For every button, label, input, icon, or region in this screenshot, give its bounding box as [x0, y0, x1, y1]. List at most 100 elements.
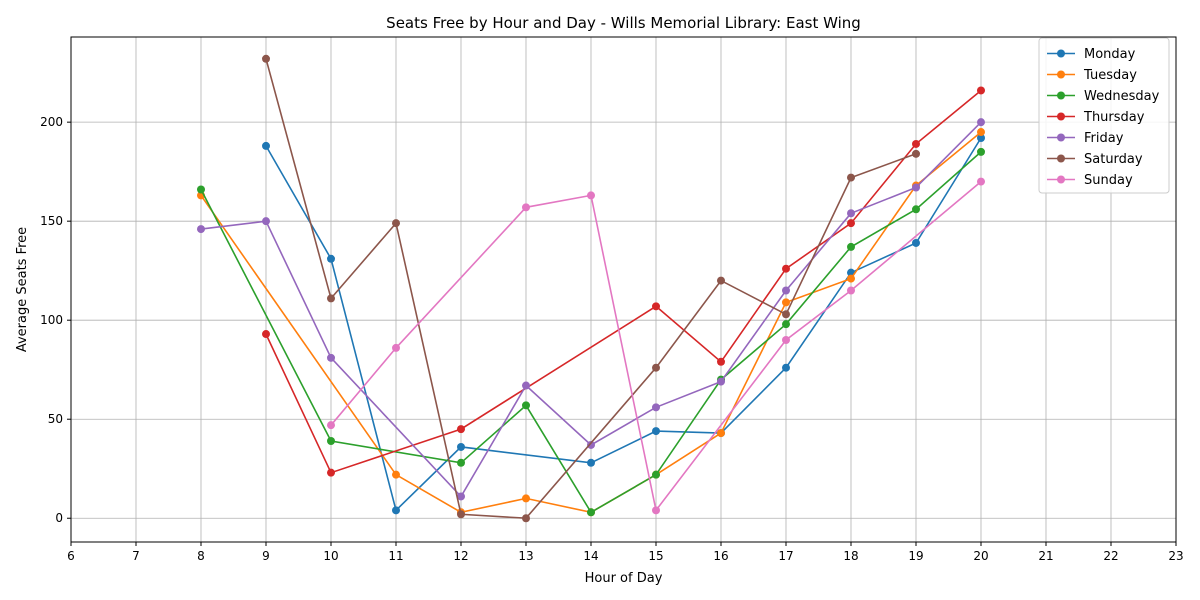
data-point-friday	[197, 225, 205, 234]
data-point-thursday	[327, 468, 335, 477]
series-layer	[197, 54, 985, 523]
legend-swatch-marker	[1057, 70, 1065, 79]
data-point-friday	[717, 377, 725, 386]
data-point-wednesday	[977, 147, 985, 156]
legend-item-sunday: Sunday	[1047, 173, 1133, 188]
data-point-saturday	[262, 54, 270, 63]
data-point-friday	[587, 440, 595, 449]
data-point-monday	[392, 506, 400, 515]
legend-label: Friday	[1084, 131, 1124, 146]
y-tick-label: 200	[40, 115, 63, 129]
data-point-monday	[262, 141, 270, 150]
data-point-tuesday	[392, 470, 400, 479]
data-point-saturday	[717, 276, 725, 285]
data-point-thursday	[717, 357, 725, 366]
x-tick-label: 20	[973, 549, 988, 563]
legend-label: Thursday	[1083, 110, 1145, 125]
data-point-saturday	[782, 310, 790, 319]
data-point-monday	[912, 238, 920, 247]
data-point-wednesday	[912, 205, 920, 214]
x-tick-label: 17	[778, 549, 793, 563]
data-point-monday	[977, 134, 985, 142]
legend-swatch-marker	[1057, 112, 1065, 121]
series-wednesday	[197, 147, 985, 517]
x-tick-label: 13	[518, 549, 533, 563]
data-point-saturday	[327, 294, 335, 303]
y-tick-label: 150	[40, 214, 63, 228]
data-point-wednesday	[522, 401, 530, 410]
x-tick-label: 19	[908, 549, 923, 563]
data-point-thursday	[652, 302, 660, 311]
data-point-friday	[652, 403, 660, 412]
data-point-saturday	[392, 219, 400, 228]
data-point-thursday	[457, 425, 465, 434]
series-line-saturday	[265, 58, 917, 520]
data-point-monday	[652, 427, 660, 436]
data-point-sunday	[977, 177, 985, 186]
y-tick-label: 50	[48, 412, 63, 426]
x-tick-label: 8	[197, 549, 205, 563]
data-point-wednesday	[652, 470, 660, 479]
legend-swatch-marker	[1057, 175, 1065, 184]
data-point-tuesday	[522, 494, 530, 503]
x-tick-label: 14	[583, 549, 598, 563]
plot-frame	[70, 36, 1177, 543]
x-tick-label: 11	[388, 549, 403, 563]
data-point-sunday	[652, 506, 660, 515]
x-tick-label: 10	[323, 549, 338, 563]
legend-item-friday: Friday	[1047, 131, 1124, 146]
y-tick-label: 100	[40, 313, 63, 327]
data-point-tuesday	[847, 274, 855, 283]
legend-swatch-marker	[1057, 154, 1065, 163]
data-point-thursday	[977, 86, 985, 95]
series-line-sunday	[330, 180, 982, 513]
data-point-wednesday	[327, 437, 335, 445]
series-line-monday	[265, 137, 982, 512]
series-thursday	[262, 86, 985, 477]
legend: Monday Tuesday Wednesday Thursday Friday Satu…	[1038, 37, 1170, 194]
x-tick-label: 6	[67, 549, 75, 563]
chart-title: Seats Free by Hour and Day - Wills Memor…	[386, 14, 861, 32]
x-tick-label: 15	[648, 549, 663, 563]
data-point-saturday	[522, 514, 530, 523]
legend-item-saturday: Saturday	[1047, 152, 1143, 167]
data-point-sunday	[587, 191, 595, 200]
legend-label: Wednesday	[1084, 89, 1160, 104]
data-point-monday	[327, 254, 335, 263]
legend-label: Sunday	[1084, 173, 1133, 188]
y-axis-label: Average Seats Free	[15, 227, 30, 352]
legend-swatch-marker	[1057, 133, 1065, 142]
x-tick-label: 22	[1103, 549, 1118, 563]
data-point-thursday	[262, 330, 270, 339]
legend-label: Monday	[1084, 47, 1136, 62]
data-point-tuesday	[977, 128, 985, 137]
data-point-friday	[782, 286, 790, 295]
data-point-tuesday	[782, 298, 790, 307]
x-axis-label: Hour of Day	[585, 571, 663, 586]
data-point-sunday	[782, 336, 790, 344]
y-tick-label: 0	[55, 511, 63, 525]
legend-box	[1038, 37, 1170, 194]
legend-item-wednesday: Wednesday	[1047, 89, 1160, 104]
data-point-tuesday	[717, 429, 725, 438]
data-point-friday	[522, 381, 530, 390]
x-tick-label: 23	[1168, 549, 1183, 563]
data-point-thursday	[782, 264, 790, 273]
legend-item-tuesday: Tuesday	[1047, 68, 1137, 83]
x-tick-label: 9	[262, 549, 270, 563]
legend-swatch-marker	[1057, 49, 1065, 58]
data-point-wednesday	[197, 185, 205, 194]
legend-label: Saturday	[1084, 152, 1143, 167]
data-point-thursday	[847, 219, 855, 228]
x-tick-label: 16	[713, 549, 728, 563]
data-point-monday	[457, 442, 465, 451]
series-line-friday	[200, 121, 982, 498]
x-tick-label: 7	[132, 549, 140, 563]
data-point-friday	[457, 492, 465, 501]
data-point-sunday	[327, 421, 335, 430]
data-point-saturday	[912, 149, 920, 158]
legend-swatch-marker	[1057, 91, 1065, 100]
data-point-sunday	[522, 203, 530, 212]
